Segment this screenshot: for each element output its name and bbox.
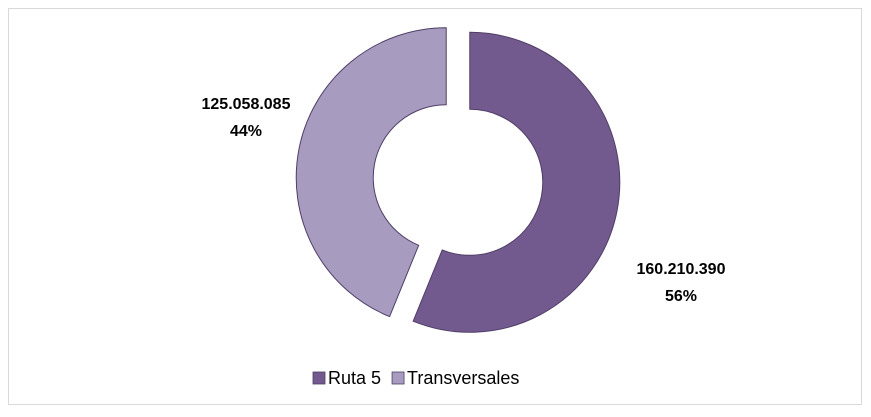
data-label: 125.058.085 <box>202 96 291 113</box>
percent-label: 44% <box>230 123 262 140</box>
percent-label: 56% <box>665 288 697 305</box>
legend-swatch <box>391 371 405 385</box>
legend-label: Transversales <box>407 368 519 388</box>
donut-slice <box>295 27 447 318</box>
data-label: 160.210.390 <box>637 261 726 278</box>
legend-label: Ruta 5 <box>328 368 381 388</box>
donut-slice <box>412 31 621 333</box>
legend-swatch <box>312 371 326 385</box>
